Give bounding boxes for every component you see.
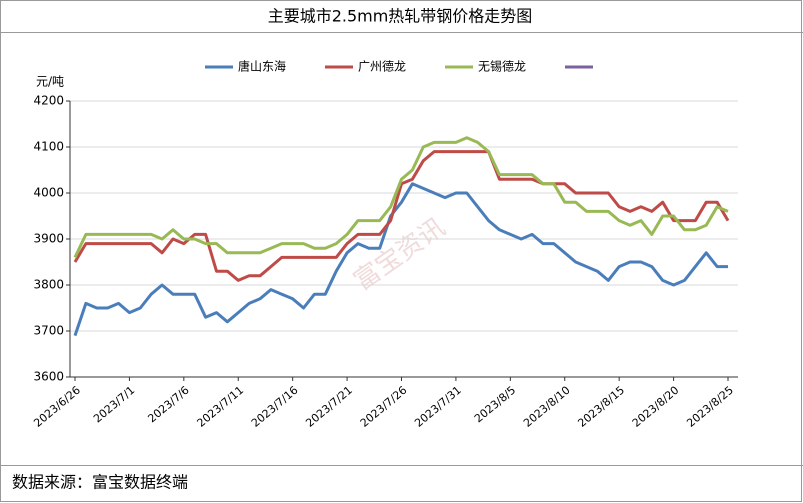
- x-tick-label: 2023/7/21: [303, 384, 355, 430]
- series-line: [73, 182, 728, 337]
- x-tick-label: 2023/7/11: [195, 384, 247, 430]
- source: 数据来源：富宝数据终端: [12, 473, 188, 492]
- y-tick-label: 3600: [33, 370, 64, 384]
- legend-label: 唐山东海: [238, 59, 286, 74]
- series-line: [73, 136, 729, 259]
- x-tick-label: 2023/7/16: [249, 384, 301, 430]
- y-tick-label: 3900: [33, 232, 64, 246]
- x-tick-label: 2023/8/25: [684, 384, 736, 430]
- y-tick-label: 3800: [33, 278, 64, 292]
- x-tick-label: 2023/6/26: [31, 384, 83, 430]
- x-tick-label: 2023/7/1: [91, 384, 137, 426]
- x-tick-label: 2023/7/6: [145, 384, 191, 426]
- series-line: [73, 150, 730, 282]
- watermark: 富宝资讯: [349, 212, 451, 296]
- x-tick-label: 2023/8/15: [575, 384, 627, 430]
- x-tick-label: 2023/7/31: [412, 384, 464, 430]
- chart-title: 主要城市2.5mm热轧带钢价格走势图: [268, 7, 533, 26]
- x-tick-label: 2023/8/5: [472, 384, 518, 426]
- y-tick-label: 4200: [33, 94, 64, 108]
- x-tick-label: 2023/8/10: [521, 384, 573, 430]
- x-tick-label: 2023/8/20: [630, 384, 682, 430]
- y-tick-label: 4000: [33, 186, 64, 200]
- legend-label: 无锡德龙: [478, 59, 526, 74]
- legend-label: 广州德龙: [358, 59, 406, 74]
- y-tick-label: 4100: [33, 140, 64, 154]
- y-axis-label: 元/吨: [36, 75, 64, 89]
- x-tick-label: 2023/7/26: [358, 384, 410, 430]
- y-tick-label: 3700: [33, 324, 64, 338]
